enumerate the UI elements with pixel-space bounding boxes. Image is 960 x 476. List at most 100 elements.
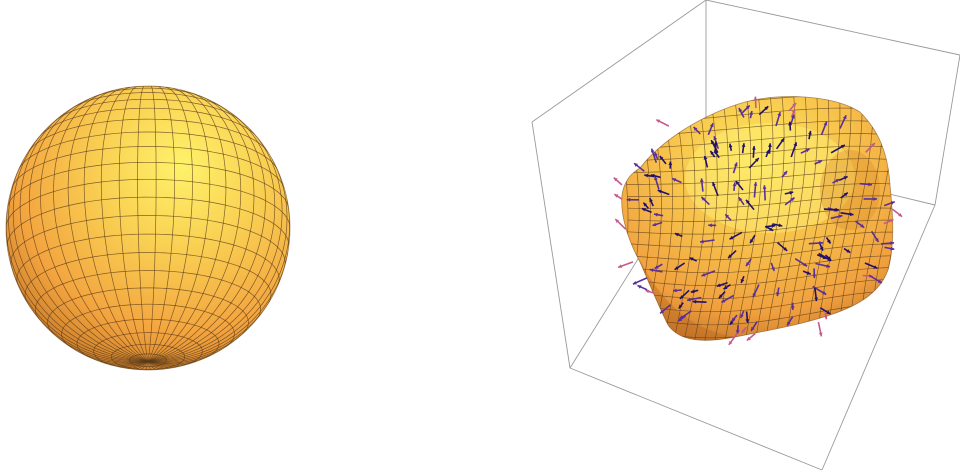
vector-arrow: [659, 304, 671, 315]
sphere-grid-line: [53, 92, 149, 362]
vector-arrow: [781, 170, 788, 178]
vector-arrow: [808, 241, 823, 245]
vector-arrow: [713, 150, 720, 159]
sphere-grid-line: [99, 361, 149, 366]
vector-arrow: [758, 105, 769, 116]
vector-arrow: [674, 232, 683, 238]
vector-arrow: [752, 146, 756, 158]
vector-arrow: [745, 258, 752, 267]
sphere-render: [5, 85, 291, 371]
vector-arrow: [654, 176, 660, 190]
blob-surface-group: [610, 70, 918, 341]
vector-arrow: [859, 182, 873, 187]
vector-arrow: [735, 325, 740, 334]
vector-field-arrows: [613, 96, 903, 346]
vector-arrow: [786, 316, 794, 326]
vector-arrow: [739, 310, 745, 319]
vector-arrow: [738, 196, 745, 206]
vector-arrow: [840, 191, 849, 199]
vector-arrow: [883, 200, 896, 207]
sphere-grid-line: [147, 329, 248, 363]
sphere-grid-line: [147, 360, 197, 366]
sphere-grid-line: [147, 361, 179, 368]
vector-arrow: [830, 144, 846, 154]
sphere-grid-line: [145, 361, 149, 370]
vector-arrow: [740, 104, 751, 115]
sphere-grid-line: [118, 361, 149, 368]
blob-grid-line: [627, 195, 893, 210]
vector-arrow: [843, 247, 851, 254]
vector-arrow: [711, 181, 719, 197]
vector-arrow: [653, 212, 664, 217]
vector-arrow: [728, 332, 739, 346]
vector-arrow: [644, 173, 654, 178]
blob-grid-line: [627, 231, 893, 248]
vector-arrow: [864, 262, 878, 270]
vector-arrow: [823, 312, 828, 320]
vector-arrow: [686, 296, 702, 302]
vector-arrow: [812, 268, 817, 279]
vector-arrow: [772, 223, 783, 228]
vector-arrow: [820, 121, 828, 136]
sphere-grid-line: [147, 86, 175, 362]
blob-shadow: [820, 150, 880, 230]
vector-arrow: [838, 175, 848, 182]
vector-arrow: [794, 258, 808, 267]
vector-arrow: [776, 287, 780, 297]
vector-arrow: [693, 126, 701, 135]
vector-arrow: [775, 111, 781, 127]
blob-grid-line: [621, 133, 893, 150]
sphere-grid-line: [147, 101, 266, 362]
sphere-grid-line: [35, 270, 261, 321]
blob-grid-line: [623, 145, 893, 162]
vector-arrow: [839, 114, 847, 129]
sphere-grid-line: [148, 251, 289, 362]
blob-grid-line: [610, 70, 918, 91]
sphere-grid-line: [40, 95, 149, 362]
sphere-grid-line: [6, 209, 149, 362]
sphere-grid-line: [28, 118, 268, 152]
vector-arrow: [645, 289, 655, 295]
vector-arrow: [657, 189, 670, 196]
vector-arrow: [741, 326, 748, 334]
sphere-grid-line: [28, 101, 149, 362]
sphere-grid-line: [147, 92, 242, 362]
vector-arrow: [891, 208, 903, 218]
vector-arrow: [790, 302, 795, 311]
vector-arrow: [745, 199, 755, 211]
vector-arrow: [614, 218, 627, 230]
vector-arrow: [701, 270, 716, 277]
sphere-grid-line: [8, 159, 149, 362]
vector-arrow: [823, 207, 840, 212]
vector-arrow: [883, 218, 894, 225]
vector-arrow: [637, 284, 648, 291]
vector-arrow: [740, 275, 745, 284]
vector-arrow: [633, 162, 645, 172]
vector-arrow: [788, 102, 797, 112]
sphere-surface: [6, 86, 290, 370]
vector-arrow: [642, 202, 650, 209]
vector-arrow: [863, 197, 878, 201]
vector-arrow: [832, 178, 840, 184]
vector-arrow: [750, 321, 758, 332]
vector-arrow: [671, 177, 682, 184]
vector-arrow: [655, 118, 670, 127]
vector-arrow: [880, 241, 895, 245]
blob-grid-line: [625, 158, 893, 174]
vector-arrow: [762, 185, 767, 201]
vector-arrow: [784, 196, 795, 206]
vector-arrow: [728, 143, 733, 151]
vector-arrow: [679, 289, 690, 300]
vector-arrow: [652, 221, 663, 227]
blob-grid-line: [626, 170, 893, 185]
blob-grid-line: [626, 243, 893, 261]
vector-arrow: [690, 289, 699, 294]
vector-arrow: [752, 284, 760, 298]
sphere-grid-line: [67, 89, 149, 362]
vector-arrow: [653, 151, 659, 160]
vector-arrow: [753, 96, 758, 109]
vector-arrow: [768, 143, 772, 154]
blob-grid-line: [621, 290, 886, 313]
vector-arrow: [784, 190, 794, 195]
